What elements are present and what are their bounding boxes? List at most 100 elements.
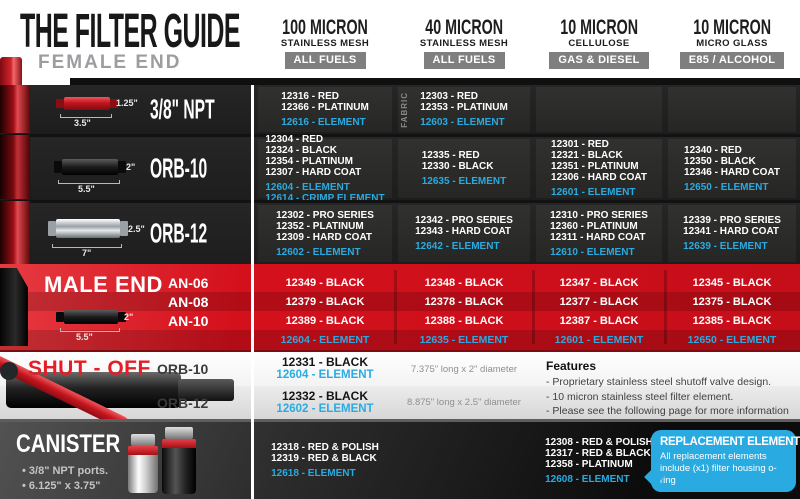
features-title: Features (546, 359, 597, 373)
cell-an06-40micron: 12348 - BLACK (424, 276, 504, 289)
table-top-bar (70, 78, 800, 85)
column-micron: 100 MICRON (282, 15, 368, 40)
filter-photo-red-npt (56, 97, 118, 110)
label-column-divider (251, 85, 254, 499)
part-numbers: 12339 - PRO SERIES 12341 - HARD COAT (683, 215, 781, 237)
cell-orb12-10micron-cellulose: 12310 - PRO SERIES 12360 - PLATINUM 1231… (536, 205, 662, 262)
section-shut-off: SHUT - OFF ORB-10 ORB-12 12331 - BLACK 1… (0, 352, 800, 419)
cell-male-element-glass: 12650 - ELEMENT (687, 333, 777, 346)
part-number: 12331 - BLACK (281, 355, 369, 369)
element-numbers: 12601 - ELEMENT (551, 187, 636, 198)
section-label-female-end: FEMALE END (38, 52, 182, 73)
dim-height: 2" (126, 162, 136, 172)
canister-bullets: • 3/8" NPT ports. • 6.125" x 3.75" (22, 465, 109, 492)
part-numbers: 12316 - RED 12366 - PLATINUM (281, 91, 369, 113)
cell-orb10-40micron: 12335 - RED 12330 - BLACK 12635 - ELEMEN… (398, 139, 530, 198)
row-label-orb12: ORB-12 (150, 217, 208, 249)
filter-photo-chrome-orb12 (48, 219, 128, 238)
fuel-badge: GAS & DIESEL (549, 52, 649, 69)
cell-npt-10micron-cellulose-empty (536, 87, 662, 132)
row-label-npt: 3/8" NPT (150, 93, 215, 125)
fuel-badge: ALL FUELS (423, 52, 505, 69)
cell-male-element-40micron: 12635 - ELEMENT (419, 333, 509, 346)
product-photo-red-filter-strip (0, 85, 30, 133)
dim-height: 1.25" (116, 98, 138, 108)
dim-bracket (58, 180, 120, 184)
part-numbers: 12335 - RED 12330 - BLACK (421, 150, 494, 172)
element-numbers: 12603 - ELEMENT (420, 117, 505, 128)
cell-orb12-10micron-glass: 12339 - PRO SERIES 12341 - HARD COAT 126… (668, 205, 796, 262)
row-orb10: 2" 5.5" ORB-10 12304 - RED 12324 - BLACK… (0, 134, 800, 204)
column-header-40-micron: 40 MICRON STAINLESS MESH ALL FUELS (398, 16, 530, 69)
column-material: MICRO GLASS (696, 38, 768, 49)
cell-an08-40micron: 12378 - BLACK (424, 295, 504, 308)
replacement-elements-callout: REPLACEMENT ELEMENTS All replacement ele… (651, 430, 800, 492)
features-block: Features - Proprietary stainless steel s… (546, 359, 789, 419)
part-numbers: 12303 - RED 12353 - PLATINUM (420, 91, 508, 113)
element-number: 12602 - ELEMENT (276, 402, 374, 415)
cell-canister-10micron-cellulose: 12308 - RED & POLISH 12317 - RED & BLACK… (536, 426, 662, 495)
section-male-end: MALE END AN-06 AN-08 AN-10 2" 5.5" 12349… (0, 264, 800, 352)
column-material: STAINLESS MESH (280, 38, 370, 49)
size-label-orb10: ORB-10 (157, 361, 209, 377)
dim-bracket (60, 328, 120, 332)
element-number: 12604 - ELEMENT (276, 369, 374, 381)
filter-photo-black-male (56, 310, 126, 324)
canister-body-polish (128, 455, 158, 493)
column-gap (532, 270, 535, 344)
cell-orb10-100micron: 12304 - RED 12324 - BLACK 12354 - PLATIN… (258, 134, 392, 204)
column-micron: 10 MICRON (560, 15, 638, 40)
cell-orb10-10micron-cellulose: 12301 - RED 12321 - BLACK 12351 - PLATIN… (536, 139, 662, 198)
element-numbers: 12602 - ELEMENT (276, 246, 361, 258)
cell-an10-40micron: 12388 - BLACK (424, 314, 504, 327)
row-label-orb10: ORB-10 (150, 152, 208, 184)
part-numbers: 12318 - RED & POLISH 12319 - RED & BLACK (271, 442, 379, 464)
canister-cap-red (128, 446, 158, 455)
size-label-an08: AN-08 (168, 293, 209, 310)
cell-orb10-10micron-glass: 12340 - RED 12350 - BLACK 12346 - HARD C… (668, 139, 796, 198)
dim-height: 2" (124, 312, 134, 322)
cell-canister-100micron: 12318 - RED & POLISH 12319 - RED & BLACK… (258, 426, 392, 495)
fabric-note: FABRIC (400, 91, 409, 128)
column-material: STAINLESS MESH (419, 38, 509, 49)
column-header-10-micron-micro-glass: 10 MICRON MICRO GLASS E85 / ALCOHOL (668, 16, 796, 69)
element-numbers: 12650 - ELEMENT (684, 181, 769, 193)
canister-body-black (162, 448, 196, 494)
product-photo-black-fitting-strip (0, 268, 28, 346)
red-stripe (0, 292, 800, 311)
product-photo-red-filter-strip (0, 201, 30, 264)
fuel-badge: ALL FUELS (284, 52, 366, 69)
row-orb12: 2.5" 7" ORB-12 12302 - PRO SERIES 12352 … (0, 200, 800, 264)
column-gap (664, 270, 667, 344)
cell-an06-glass: 12345 - BLACK (692, 276, 772, 289)
product-photo-dark-red-filter-strip (0, 135, 30, 199)
shutoff-valve-photo-hub (0, 362, 18, 380)
canister-bracket (131, 434, 155, 446)
dim-height: 2.5" (128, 224, 145, 234)
element-numbers: 12610 - ELEMENT (550, 246, 635, 258)
cell-an08-cellulose: 12377 - BLACK (559, 295, 639, 308)
part-number: 12332 - BLACK (281, 388, 369, 403)
row-npt: 1.25" 3.5" 3/8" NPT 12316 - RED 12366 - … (0, 85, 800, 134)
cell-an06-100micron: 12349 - BLACK (285, 276, 365, 289)
shutoff-valve-photo-tip (178, 379, 234, 401)
cell-an06-cellulose: 12347 - BLACK (559, 276, 639, 289)
column-header-100-micron: 100 MICRON STAINLESS MESH ALL FUELS (258, 16, 392, 69)
canister-bracket (165, 427, 193, 439)
element-numbers: 12635 - ELEMENT (421, 176, 507, 187)
page-title: THE FILTER GUIDE (20, 5, 241, 58)
cell-male-element-100micron: 12604 - ELEMENT (280, 333, 370, 346)
red-stripe (0, 330, 800, 350)
cell-shutoff-orb10: 12331 - BLACK 12604 - ELEMENT (258, 352, 392, 386)
replacement-body: All replacement elements include (x1) fi… (660, 451, 777, 486)
column-micron: 10 MICRON (693, 15, 771, 40)
canister-cap-red (162, 439, 196, 448)
element-numbers: 12618 - ELEMENT (271, 468, 356, 479)
spec-orb10: 7.375" long x 2" diameter (410, 363, 518, 375)
section-label-shut-off: SHUT - OFF (28, 357, 151, 380)
replacement-title: REPLACEMENT ELEMENTS (660, 436, 800, 448)
cell-an08-100micron: 12379 - BLACK (285, 295, 365, 308)
section-canister: CANISTER • 3/8" NPT ports. • 6.125" x 3.… (0, 419, 800, 499)
cell-an10-glass: 12385 - BLACK (692, 314, 772, 327)
dim-length: 5.5" (76, 332, 93, 342)
